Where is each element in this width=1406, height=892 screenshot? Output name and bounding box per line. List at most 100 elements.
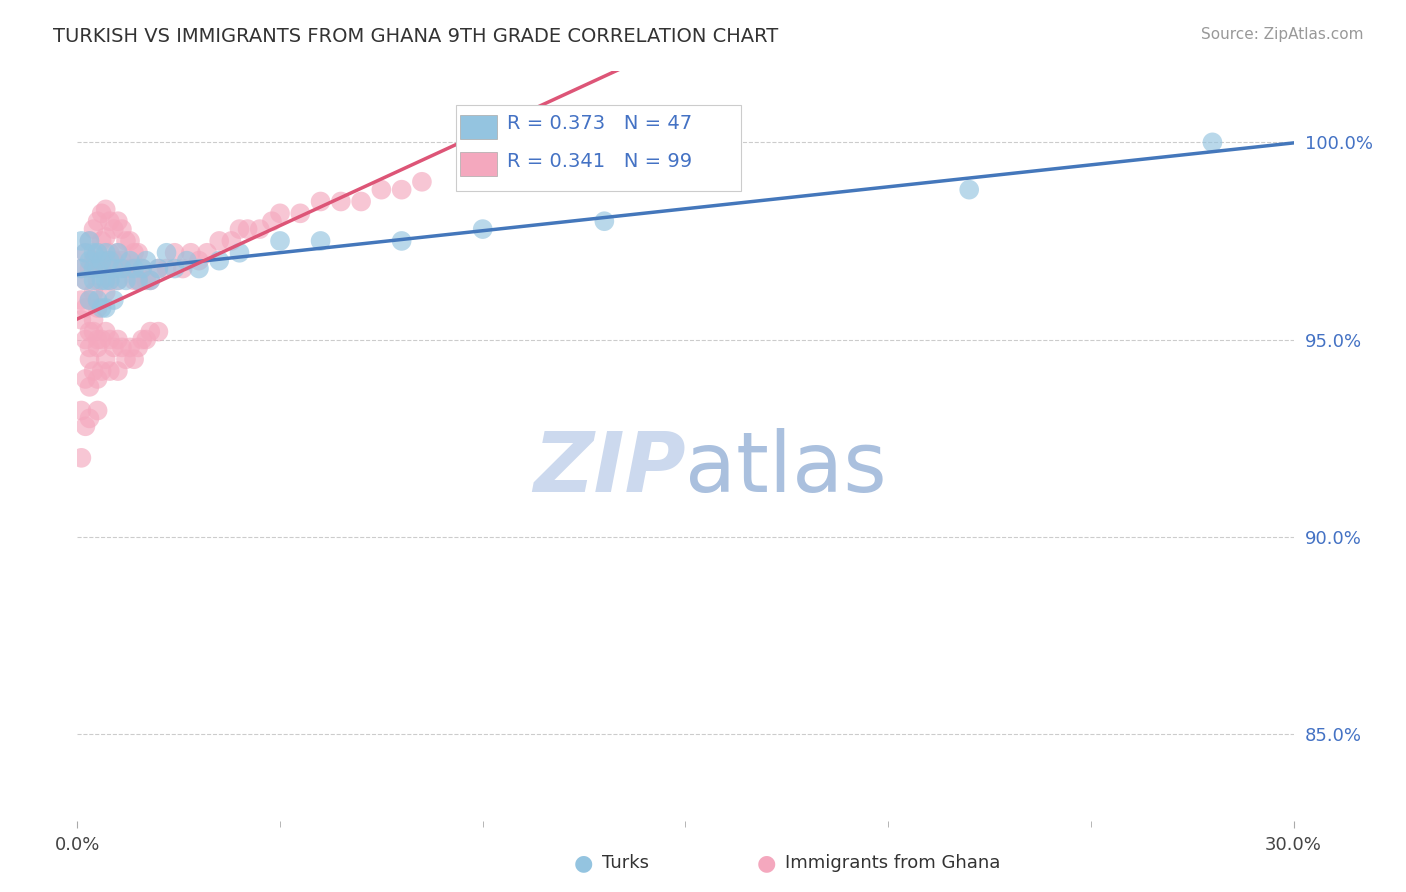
Point: [75, 245, 97, 260]
Point: [269, 206, 291, 220]
Point: [83, 273, 105, 287]
Point: [79, 293, 101, 307]
Point: [593, 214, 616, 228]
Point: [471, 222, 494, 236]
Point: [75, 333, 97, 347]
Point: [83, 285, 105, 300]
Point: [127, 273, 149, 287]
Point: [70, 450, 93, 465]
Point: [86, 214, 108, 228]
Point: [107, 273, 129, 287]
Point: [79, 234, 101, 248]
Point: [127, 273, 149, 287]
Point: [180, 245, 202, 260]
Point: [103, 293, 125, 307]
Point: [118, 340, 141, 354]
Point: [98, 273, 121, 287]
Point: [249, 222, 271, 236]
Point: [111, 261, 134, 276]
Point: [370, 183, 392, 197]
Point: [94, 230, 117, 244]
Point: [135, 253, 157, 268]
Point: [208, 234, 231, 248]
Point: [135, 333, 157, 347]
Point: [111, 253, 134, 268]
Point: [83, 325, 105, 339]
Bar: [460, 153, 496, 177]
Point: [98, 245, 121, 260]
Point: [107, 214, 129, 228]
Point: [86, 273, 108, 287]
Point: [131, 333, 153, 347]
Point: [83, 253, 105, 268]
Point: [107, 273, 129, 287]
Text: ●: ●: [756, 854, 776, 873]
Point: [236, 222, 259, 236]
Point: [98, 333, 121, 347]
Point: [86, 333, 108, 347]
Point: [70, 261, 93, 276]
Point: [195, 245, 218, 260]
Point: [75, 301, 97, 315]
Point: [94, 285, 117, 300]
Point: [98, 253, 121, 268]
Point: [98, 364, 121, 378]
Point: [83, 261, 105, 276]
Point: [131, 261, 153, 276]
Bar: [460, 115, 496, 139]
Point: [98, 273, 121, 287]
Point: [90, 273, 112, 287]
Point: [118, 234, 141, 248]
Point: [269, 234, 291, 248]
Point: [70, 313, 93, 327]
Point: [86, 372, 108, 386]
Point: [103, 261, 125, 276]
Point: [107, 333, 129, 347]
Point: [111, 340, 134, 354]
Point: [94, 245, 117, 260]
Point: [148, 261, 170, 276]
Point: [188, 253, 211, 268]
Point: [163, 261, 186, 276]
Point: [86, 245, 108, 260]
Text: Immigrants from Ghana: Immigrants from Ghana: [785, 855, 1000, 872]
Point: [90, 206, 112, 220]
Point: [75, 273, 97, 287]
Point: [411, 175, 433, 189]
Point: [122, 352, 145, 367]
Point: [957, 183, 980, 197]
Point: [79, 261, 101, 276]
Point: [139, 273, 162, 287]
Point: [94, 202, 117, 217]
Point: [115, 261, 138, 276]
Text: atlas: atlas: [686, 428, 887, 509]
Point: [75, 245, 97, 260]
Point: [188, 261, 211, 276]
Point: [148, 325, 170, 339]
Point: [103, 222, 125, 236]
Text: TURKISH VS IMMIGRANTS FROM GHANA 9TH GRADE CORRELATION CHART: TURKISH VS IMMIGRANTS FROM GHANA 9TH GRA…: [53, 27, 779, 45]
Point: [148, 261, 170, 276]
Point: [122, 273, 145, 287]
Point: [290, 206, 312, 220]
Point: [70, 234, 93, 248]
Text: ZIP: ZIP: [533, 428, 686, 509]
Point: [208, 253, 231, 268]
Point: [70, 261, 93, 276]
Point: [94, 253, 117, 268]
Point: [86, 293, 108, 307]
Point: [111, 222, 134, 236]
Point: [391, 234, 413, 248]
Point: [79, 411, 101, 425]
Point: [228, 222, 250, 236]
Point: [155, 245, 177, 260]
Text: R = 0.373   N = 47: R = 0.373 N = 47: [506, 114, 692, 133]
Point: [79, 340, 101, 354]
Point: [122, 261, 145, 276]
Point: [86, 245, 108, 260]
Point: [79, 352, 101, 367]
Point: [90, 333, 112, 347]
Point: [391, 183, 413, 197]
Point: [70, 403, 93, 417]
Point: [86, 301, 108, 315]
